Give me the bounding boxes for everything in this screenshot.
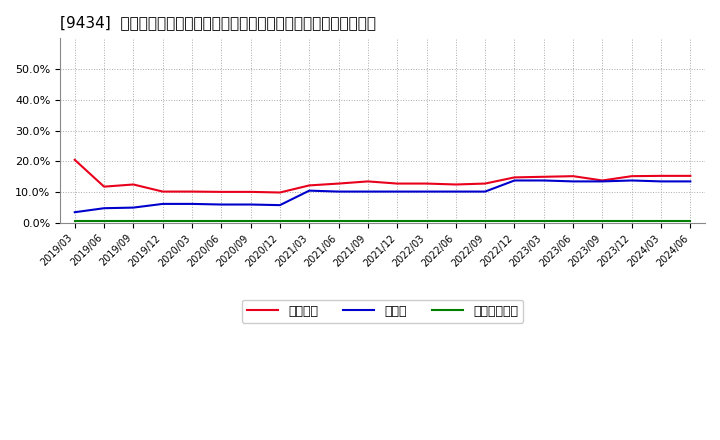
のれん xyxy=(539,178,548,183)
繰延税金資産 xyxy=(422,218,431,223)
繰延税金資産 xyxy=(598,218,607,223)
のれん xyxy=(100,205,109,211)
のれん xyxy=(598,179,607,184)
繰延税金資産 xyxy=(364,218,372,223)
繰延税金資産 xyxy=(451,218,460,223)
Line: 自己資本: 自己資本 xyxy=(75,160,690,192)
Line: のれん: のれん xyxy=(75,180,690,212)
自己資本 xyxy=(451,182,460,187)
のれん xyxy=(569,179,577,184)
自己資本 xyxy=(246,189,255,194)
自己資本 xyxy=(686,173,695,179)
自己資本 xyxy=(217,189,225,194)
自己資本 xyxy=(598,178,607,183)
Text: [9434]  自己資本、のれん、繰延税金資産の総資産に対する比率の推移: [9434] 自己資本、のれん、繰延税金資産の総資産に対する比率の推移 xyxy=(60,15,376,30)
繰延税金資産 xyxy=(539,218,548,223)
のれん xyxy=(129,205,138,210)
Legend: 自己資本, のれん, 繰延税金資産: 自己資本, のれん, 繰延税金資産 xyxy=(242,300,523,323)
繰延税金資産 xyxy=(334,218,343,223)
繰延税金資産 xyxy=(158,218,167,223)
のれん xyxy=(217,202,225,207)
自己資本 xyxy=(481,181,490,186)
繰延税金資産 xyxy=(686,218,695,223)
のれん xyxy=(422,189,431,194)
繰延税金資産 xyxy=(305,218,314,223)
のれん xyxy=(686,179,695,184)
自己資本 xyxy=(393,181,402,186)
自己資本 xyxy=(569,173,577,179)
繰延税金資産 xyxy=(188,218,197,223)
のれん xyxy=(276,202,284,208)
繰延税金資産 xyxy=(627,218,636,223)
自己資本 xyxy=(158,189,167,194)
繰延税金資産 xyxy=(217,218,225,223)
繰延税金資産 xyxy=(481,218,490,223)
自己資本 xyxy=(71,157,79,162)
繰延税金資産 xyxy=(657,218,665,223)
自己資本 xyxy=(188,189,197,194)
自己資本 xyxy=(129,182,138,187)
自己資本 xyxy=(627,173,636,179)
のれん xyxy=(305,188,314,193)
繰延税金資産 xyxy=(393,218,402,223)
繰延税金資産 xyxy=(71,218,79,223)
のれん xyxy=(481,189,490,194)
のれん xyxy=(71,209,79,215)
のれん xyxy=(158,201,167,206)
繰延税金資産 xyxy=(569,218,577,223)
自己資本 xyxy=(100,184,109,189)
自己資本 xyxy=(364,179,372,184)
のれん xyxy=(364,189,372,194)
繰延税金資産 xyxy=(276,218,284,223)
のれん xyxy=(510,178,519,183)
のれん xyxy=(393,189,402,194)
自己資本 xyxy=(657,173,665,179)
繰延税金資産 xyxy=(100,218,109,223)
自己資本 xyxy=(510,175,519,180)
自己資本 xyxy=(276,190,284,195)
のれん xyxy=(451,189,460,194)
自己資本 xyxy=(334,181,343,186)
のれん xyxy=(627,178,636,183)
繰延税金資産 xyxy=(129,218,138,223)
自己資本 xyxy=(422,181,431,186)
のれん xyxy=(334,189,343,194)
のれん xyxy=(188,201,197,206)
のれん xyxy=(657,179,665,184)
自己資本 xyxy=(305,183,314,188)
繰延税金資産 xyxy=(510,218,519,223)
繰延税金資産 xyxy=(246,218,255,223)
のれん xyxy=(246,202,255,207)
自己資本 xyxy=(539,174,548,180)
